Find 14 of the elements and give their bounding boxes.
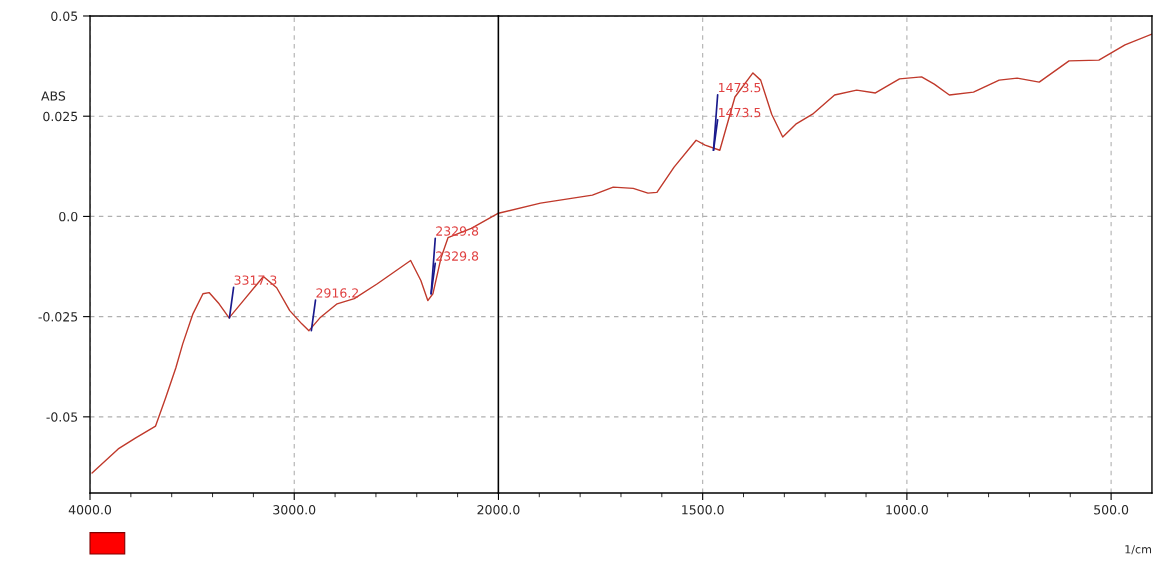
x-tick-label: 500.0	[1094, 505, 1129, 515]
y-tick-label: 0.0	[59, 211, 78, 222]
x-tick-label: 4000.0	[68, 505, 112, 515]
x-tick-label: 1500.0	[682, 505, 724, 515]
y-axis-title: ABS	[41, 91, 66, 101]
x-axis-title: 1/cm	[1125, 545, 1152, 555]
y-tick-label: -0.05	[46, 412, 78, 422]
x-tick-label: 2000.0	[477, 505, 520, 515]
y-tick-label: 0.05	[51, 11, 78, 21]
y-tick-label: -0.025	[38, 312, 78, 322]
x-tick-label: 3000.0	[273, 505, 316, 515]
y-tick-label: 0.025	[43, 111, 78, 122]
annotation: 2916.2	[316, 288, 358, 298]
x-tick-label: 1000.0	[886, 505, 928, 515]
